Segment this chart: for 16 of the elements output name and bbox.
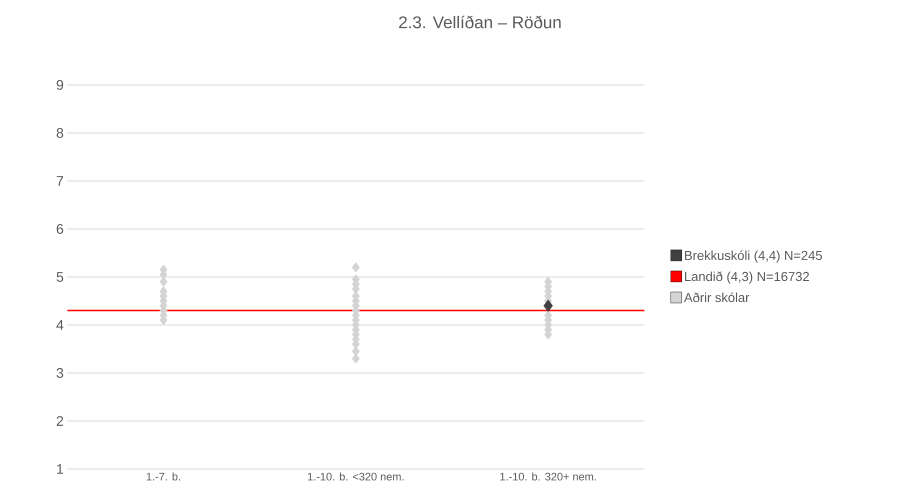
x-tick-label: 1.-7. b. — [146, 472, 180, 481]
y-tick-label: 5 — [56, 272, 64, 282]
y-tick-label: 6 — [56, 224, 64, 234]
legend-label: Aðrir skólar — [684, 292, 750, 302]
y-tick-label: 1 — [57, 464, 64, 474]
legend-label: Landið (4,3) N=16732 — [685, 271, 809, 284]
chart-title: 2.3. Vellíðan – Röðun — [399, 16, 561, 28]
x-tick-label: 1.-10. b. 320+ nem. — [500, 472, 596, 481]
x-tick-label: 1.-10. b. <320 nem. — [308, 472, 404, 481]
y-tick-label: 3 — [56, 368, 64, 378]
y-tick-label: 4 — [56, 320, 64, 330]
y-tick-label: 7 — [56, 176, 64, 186]
legend-label: Brekkuskóli (4,4) N=245 — [685, 250, 822, 263]
y-tick-label: 2 — [56, 416, 64, 426]
y-tick-label: 8 — [56, 128, 64, 138]
y-tick-label: 9 — [56, 80, 64, 90]
